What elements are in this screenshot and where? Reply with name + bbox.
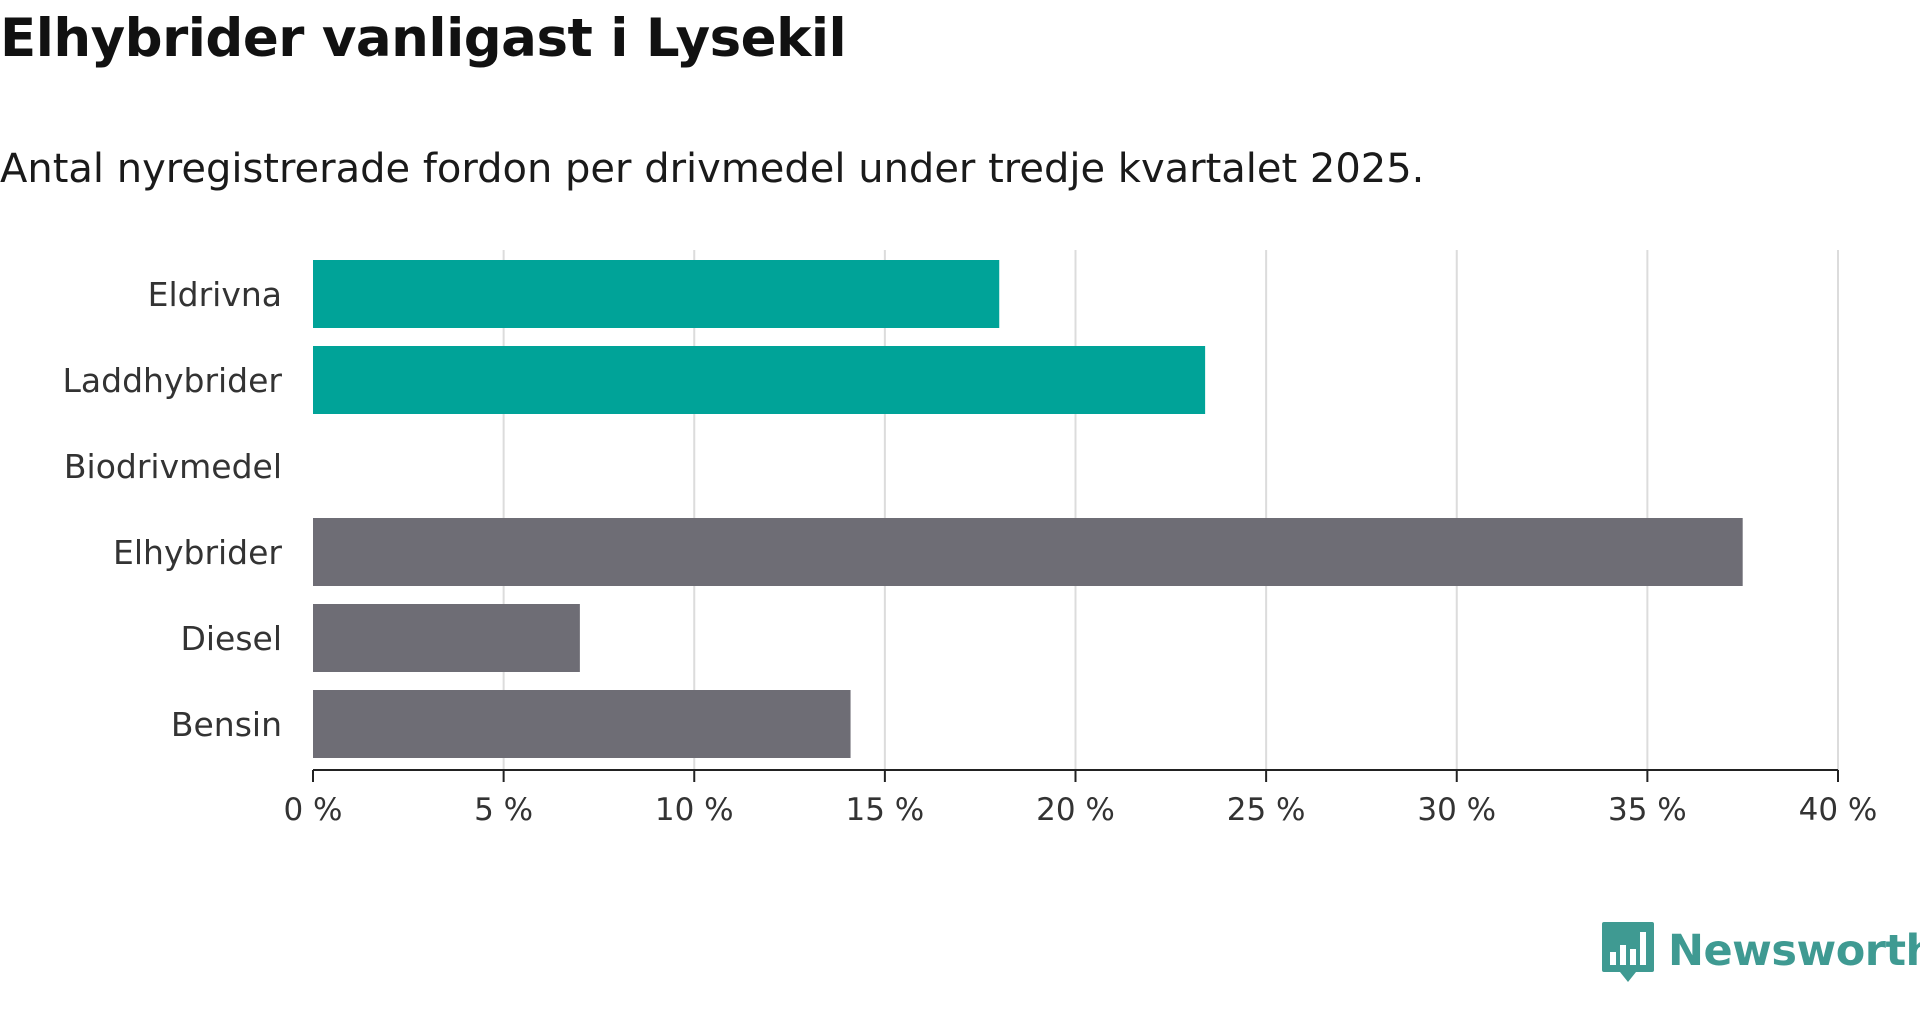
category-label-eldrivna: Eldrivna	[148, 275, 282, 314]
newsworthy-logo: Newsworthy	[1600, 920, 1920, 1010]
gridlines	[502, 250, 1839, 770]
bar-diesel	[313, 604, 580, 672]
chart-title: Elhybrider vanligast i Lysekil	[0, 8, 847, 69]
category-labels: Eldrivna Laddhybrider Biodrivmedel Elhybrid…	[63, 275, 283, 744]
x-axis: 0 % 5 % 10 % 15 % 20 % 25 % 30 % 35 % 40 %	[283, 769, 1878, 828]
bar-eldrivna	[313, 260, 1000, 328]
x-tick-label-40: 40 %	[1799, 792, 1878, 828]
category-label-bensin: Bensin	[171, 705, 282, 744]
bars	[313, 260, 1743, 758]
category-label-biodrivmedel: Biodrivmedel	[64, 447, 282, 486]
newsworthy-wordmark: Newsworthy	[1668, 926, 1920, 976]
x-tick-label-10: 10 %	[655, 792, 734, 828]
x-tick-label-35: 35 %	[1608, 792, 1687, 828]
x-tick-label-25: 25 %	[1227, 792, 1306, 828]
category-label-diesel: Diesel	[180, 619, 282, 658]
bar-elhybrider	[313, 518, 1743, 586]
x-tick-label-30: 30 %	[1417, 792, 1496, 828]
category-label-laddhybrider: Laddhybrider	[63, 361, 283, 400]
x-tick-label-0: 0 %	[283, 792, 342, 828]
bar-bensin	[313, 690, 851, 758]
x-tick-label-15: 15 %	[845, 792, 924, 828]
chart-subtitle: Antal nyregistrerade fordon per drivmede…	[0, 146, 1425, 192]
bar-chart: 0 % 5 % 10 % 15 % 20 % 25 % 30 % 35 % 40 % Eldri…	[63, 250, 1878, 828]
category-label-elhybrider: Elhybrider	[113, 533, 282, 572]
bar-laddhybrider	[313, 346, 1206, 414]
x-tick-label-5: 5 %	[474, 792, 533, 828]
x-tick-label-20: 20 %	[1036, 792, 1115, 828]
newsworthy-chart-icon	[1602, 922, 1654, 982]
